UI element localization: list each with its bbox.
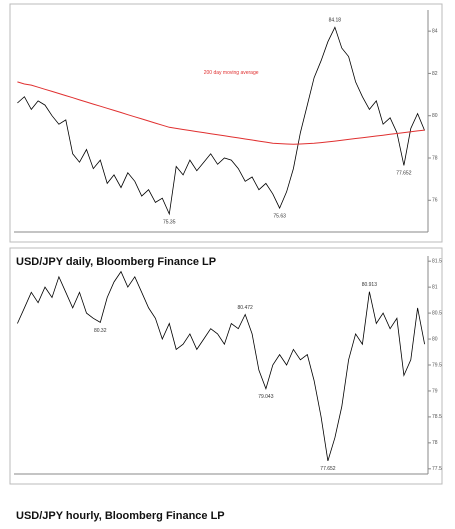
- annotation: 80.913: [362, 282, 378, 288]
- moving-average-line: [17, 81, 425, 145]
- y-tick-label: 80.5: [432, 310, 442, 316]
- y-tick-label: 78: [432, 440, 438, 446]
- annotation: 80.32: [94, 328, 107, 334]
- y-tick-label: 80: [432, 113, 438, 119]
- y-tick-label: 81.5: [432, 259, 442, 265]
- y-tick-label: 76: [432, 198, 438, 204]
- annotation: 75.35: [163, 219, 176, 225]
- series-label: 200 day moving average: [204, 70, 259, 76]
- y-tick-label: 84: [432, 28, 438, 34]
- y-tick-label: 79.5: [432, 362, 442, 368]
- y-tick-label: 80: [432, 336, 438, 342]
- price-line: [17, 26, 425, 216]
- annotation: 77.652: [396, 171, 412, 177]
- panel-hourly: [9, 247, 443, 485]
- caption: USD/JPY daily, Bloomberg Finance LP: [16, 256, 216, 268]
- caption: USD/JPY hourly, Bloomberg Finance LP: [16, 510, 225, 522]
- annotation: 84.18: [329, 18, 342, 24]
- y-tick-label: 78: [432, 155, 438, 161]
- annotation: 80.472: [238, 305, 254, 311]
- y-tick-label: 78.5: [432, 414, 442, 420]
- panel-daily: [9, 3, 443, 243]
- y-tick-label: 79: [432, 388, 438, 394]
- annotation: 77.652: [320, 466, 336, 472]
- y-tick-label: 82: [432, 71, 438, 77]
- annotation: 79.043: [258, 394, 274, 400]
- y-tick-label: 81: [432, 284, 438, 290]
- y-tick-label: 77.5: [432, 466, 442, 472]
- price-line: [17, 270, 425, 462]
- annotation: 75.63: [273, 213, 286, 219]
